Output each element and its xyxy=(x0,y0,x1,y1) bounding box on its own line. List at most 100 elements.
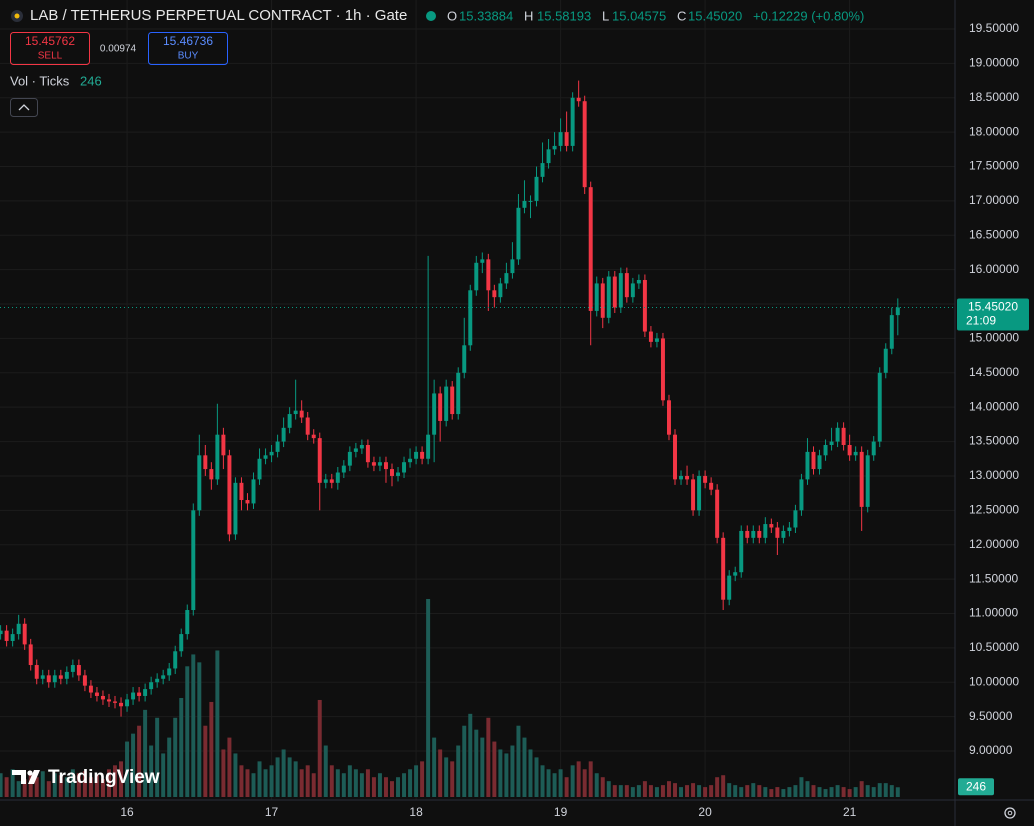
volume-bar xyxy=(191,654,196,797)
volume-bar xyxy=(185,666,190,797)
volume-pane xyxy=(0,598,900,797)
candle-body xyxy=(414,451,419,459)
sell-price[interactable]: 15.45762 xyxy=(25,34,75,48)
volume-bar xyxy=(82,771,87,797)
buy-label[interactable]: BUY xyxy=(178,51,199,62)
candle-body xyxy=(173,651,178,669)
buy-price[interactable]: 15.46736 xyxy=(163,34,213,48)
volume-bar xyxy=(275,757,280,797)
volume-bar xyxy=(456,745,461,797)
volume-bar xyxy=(450,761,455,797)
candle-body xyxy=(251,479,256,504)
volume-bar xyxy=(739,787,744,797)
y-tick-label: 19.00000 xyxy=(969,56,1019,70)
y-tick-label: 16.00000 xyxy=(969,262,1019,276)
volume-bar xyxy=(691,783,696,797)
volume-bar xyxy=(709,785,714,797)
volume-bar xyxy=(642,781,647,797)
volume-bar xyxy=(630,787,635,797)
candle-body xyxy=(221,434,226,456)
candle-body xyxy=(420,451,425,459)
candle-body xyxy=(865,455,870,507)
buy-button[interactable] xyxy=(148,32,228,65)
volume-bar xyxy=(829,787,834,797)
candle-body xyxy=(365,445,370,463)
volume-bar xyxy=(335,769,340,797)
candle-body xyxy=(823,445,828,456)
volume-bar xyxy=(341,773,346,797)
volume-bar xyxy=(221,749,226,797)
volume-bar xyxy=(155,717,160,797)
volume-tag xyxy=(958,778,994,796)
volume-bar xyxy=(576,761,581,797)
collapse-icon[interactable] xyxy=(18,104,30,111)
volume-bar xyxy=(34,777,39,797)
candle-body xyxy=(883,348,888,373)
x-tick-label: 21 xyxy=(843,805,857,819)
volume-bar xyxy=(727,783,732,797)
candle-body xyxy=(371,462,376,466)
candle-body xyxy=(305,417,310,435)
volume-bar xyxy=(137,725,142,797)
candle-body xyxy=(28,644,33,666)
volume-bar xyxy=(528,749,533,797)
candle-body xyxy=(745,530,750,538)
volume-bar xyxy=(113,765,117,797)
volume-bar xyxy=(46,781,51,797)
volume-bar xyxy=(883,783,888,797)
volume-bar xyxy=(775,787,780,797)
volume-bar xyxy=(600,777,605,797)
candle-body xyxy=(666,400,671,435)
volume-bar xyxy=(426,598,431,797)
volume-bar xyxy=(781,789,786,797)
candle-body xyxy=(359,445,364,449)
volume-bar xyxy=(76,773,81,797)
volume-bar xyxy=(100,779,105,797)
volume-bar xyxy=(414,765,419,797)
candle-body xyxy=(510,259,515,274)
symbol-title: LAB / TETHERUS PERPETUAL CONTRACT · 1h ·… xyxy=(30,7,407,24)
candle-body xyxy=(227,455,232,535)
sell-label[interactable]: SELL xyxy=(38,51,63,62)
x-tick-label: 17 xyxy=(265,805,279,819)
candle-body xyxy=(52,675,57,683)
volume-bar xyxy=(624,785,629,797)
volume-bar xyxy=(281,749,286,797)
candle-body xyxy=(40,675,45,679)
volume-bar xyxy=(287,757,292,797)
candle-body xyxy=(781,530,786,538)
volume-bar xyxy=(534,757,539,797)
candle-body xyxy=(64,671,69,679)
candle-body xyxy=(498,283,503,298)
volume-tag-label: 246 xyxy=(966,779,986,793)
x-tick-label: 18 xyxy=(409,805,423,819)
candle-body xyxy=(570,97,575,146)
candle-body xyxy=(474,262,479,291)
settings-icon-center[interactable] xyxy=(1007,810,1013,816)
candle-body xyxy=(528,200,533,202)
candle-body xyxy=(16,623,21,635)
candle-body xyxy=(107,699,111,702)
candle-body xyxy=(287,414,292,428)
candle-body xyxy=(715,489,720,538)
volume-bar xyxy=(299,769,304,797)
candle-body xyxy=(143,689,148,696)
volume-bar xyxy=(787,787,792,797)
y-tick-label: 13.50000 xyxy=(969,434,1019,448)
candle-body xyxy=(88,685,93,693)
candle-body xyxy=(727,575,732,600)
settings-icon[interactable] xyxy=(1004,807,1016,819)
candle-body xyxy=(679,475,684,480)
y-tick-label: 12.00000 xyxy=(969,537,1019,551)
volume-bar xyxy=(396,777,401,797)
axes: 19.50000 19.00000 18.50000 18.00000 17.50000… xyxy=(120,21,1019,819)
collapse-button[interactable] xyxy=(10,98,38,117)
candle-body xyxy=(540,163,545,177)
watermark-logo xyxy=(12,770,40,784)
candle-body xyxy=(185,610,190,635)
candle-body xyxy=(408,458,413,463)
candle-body xyxy=(456,372,461,415)
sell-button[interactable] xyxy=(10,32,90,65)
candle-body xyxy=(859,451,864,507)
